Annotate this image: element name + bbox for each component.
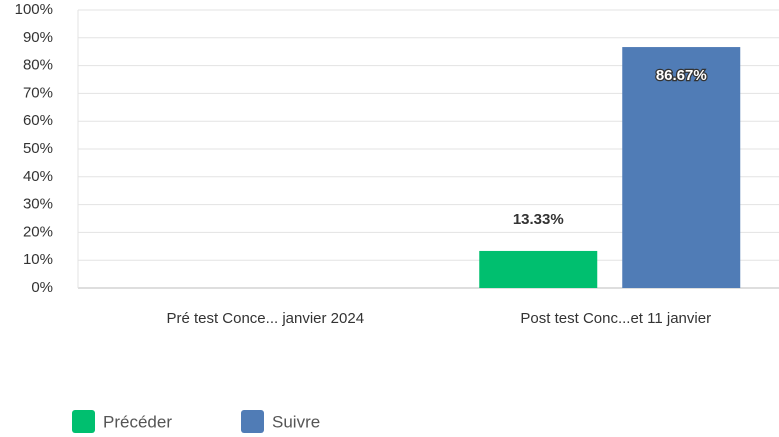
y-tick-label: 90% [23,29,53,46]
x-tick-label: Post test Conc...et 11 janvier [520,310,711,327]
y-tick-label: 60% [23,112,53,129]
x-tick-label: Pré test Conce... janvier 2024 [166,310,364,327]
bar [622,47,741,288]
y-tick-label: 10% [23,251,53,268]
legend-swatch [72,410,95,433]
y-tick-label: 30% [23,196,53,213]
y-tick-label: 80% [23,57,53,74]
legend-label: Précéder [103,412,172,431]
bar [479,250,598,288]
y-tick-label: 40% [23,168,53,185]
y-tick-label: 50% [23,140,53,157]
data-label: 86.67% [656,67,707,84]
data-label: 13.33% [513,211,564,228]
y-tick-label: 20% [23,223,53,240]
y-tick-label: 70% [23,84,53,101]
legend-swatch [241,410,264,433]
legend-label: Suivre [272,412,320,431]
y-tick-label: 0% [31,279,53,296]
y-tick-label: 100% [15,1,53,18]
